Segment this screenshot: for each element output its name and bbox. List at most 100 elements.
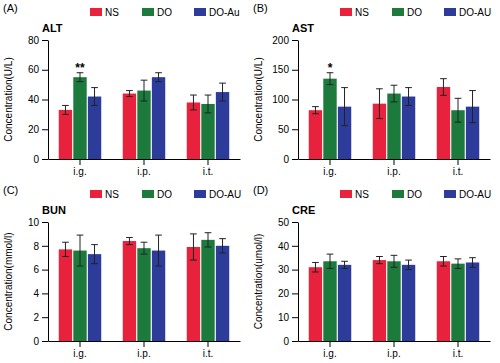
error-bar <box>77 235 84 266</box>
error-bar-cap <box>155 72 162 73</box>
error-bar <box>205 95 212 113</box>
error-bar <box>312 262 319 272</box>
error-bar-stem <box>193 234 194 260</box>
legend-label: DO-Au <box>209 7 240 18</box>
plot-area: 01020304050i.g.i.p.i.t. <box>278 217 491 359</box>
significance-mark: ** <box>75 61 85 75</box>
error-bar-cap <box>391 255 398 256</box>
bar <box>387 94 400 159</box>
y-tick-label: 2 <box>33 312 39 323</box>
error-bar <box>376 257 383 264</box>
bar <box>373 260 386 341</box>
y-tick: 30 <box>278 264 298 275</box>
error-bar-cap <box>327 254 334 255</box>
y-tick-label: 40 <box>278 241 290 252</box>
x-tick-mark <box>458 341 459 347</box>
bar <box>387 261 400 341</box>
x-tick: i.p. <box>137 159 150 177</box>
error-bar-stem <box>443 257 444 267</box>
y-tick-label: 0 <box>283 154 289 165</box>
panel: (C)BUNNSDODO-AU0246810i.g.i.p.i.t.Concen… <box>3 184 241 359</box>
y-tick: 2 <box>33 312 48 323</box>
error-bar <box>391 85 398 102</box>
y-tick-mark <box>292 246 298 247</box>
x-tick-label: i.p. <box>387 166 400 177</box>
error-bar <box>126 91 133 97</box>
x-tick-label: i.g. <box>323 348 336 359</box>
panel: (D)CRENSDODO-AU01020304050i.g.i.p.i.t.Co… <box>253 184 491 359</box>
error-bar-cap <box>312 106 319 107</box>
error-bar-cap <box>440 266 447 267</box>
error-bar-cap <box>62 256 69 257</box>
y-tick: 4 <box>33 288 48 299</box>
y-tick-mark <box>42 270 48 271</box>
x-tick-mark <box>458 159 459 165</box>
marks <box>309 73 479 159</box>
error-bar-cap <box>405 269 412 270</box>
bar <box>402 265 415 341</box>
error-bar-cap <box>141 242 148 243</box>
x-tick-mark <box>208 341 209 347</box>
y-tick: 6 <box>33 264 48 275</box>
plot-area: 020406080i.g.i.p.i.t.** <box>28 35 241 177</box>
error-bar-cap <box>205 95 212 96</box>
error-bar-stem <box>458 98 459 122</box>
error-bar-cap <box>341 261 348 262</box>
error-bar-cap <box>190 233 197 234</box>
x-tick-label: i.g. <box>73 348 86 359</box>
bar <box>309 267 322 341</box>
error-bar-cap <box>219 100 226 101</box>
y-tick-mark <box>42 40 48 41</box>
legend-label: DO <box>157 7 172 18</box>
error-bar <box>455 98 462 122</box>
error-bar-stem <box>379 257 380 264</box>
chart-title: BUN <box>42 204 66 216</box>
y-tick: 0 <box>283 154 298 165</box>
legend-swatch <box>142 190 154 198</box>
error-bar-cap <box>77 81 84 82</box>
y-tick-mark <box>292 70 298 71</box>
y-tick: 10 <box>28 217 48 228</box>
error-bar <box>469 258 476 268</box>
error-bar-stem <box>344 261 345 268</box>
error-bar-cap <box>440 256 447 257</box>
legend-swatch <box>194 190 206 198</box>
error-bar-stem <box>472 258 473 268</box>
bar <box>187 102 200 159</box>
error-bar-cap <box>155 235 162 236</box>
y-axis-line <box>48 41 49 160</box>
legend-swatch <box>142 8 154 16</box>
error-bar-cap <box>312 113 319 114</box>
legend: NSDODO-AU <box>340 189 491 200</box>
x-tick-label: i.t. <box>453 166 464 177</box>
x-tick-mark <box>208 159 209 165</box>
error-bar-stem <box>158 235 159 266</box>
y-tick: 150 <box>272 64 298 75</box>
x-tick: i.p. <box>387 341 400 359</box>
error-bar-cap <box>391 85 398 86</box>
error-bar <box>341 261 348 268</box>
y-axis: 050100150200 <box>272 35 298 165</box>
error-bar-cap <box>190 260 197 261</box>
error-bar-cap <box>219 252 226 253</box>
y-axis: 0246810 <box>28 217 49 347</box>
bar <box>152 77 165 159</box>
error-bar <box>312 107 319 114</box>
error-bar-cap <box>376 256 383 257</box>
error-bar-cap <box>190 109 197 110</box>
bar <box>88 254 101 341</box>
x-axis: i.g.i.p.i.t. <box>299 341 491 359</box>
bar <box>59 249 72 341</box>
error-bar-cap <box>126 90 133 91</box>
y-tick-mark <box>292 222 298 223</box>
y-tick: 80 <box>28 35 48 46</box>
y-axis-line <box>298 41 299 160</box>
bar <box>123 94 136 159</box>
x-tick: i.t. <box>453 159 464 177</box>
y-tick: 60 <box>28 64 48 75</box>
error-bar <box>327 254 334 268</box>
error-bar-cap <box>391 267 398 268</box>
plot-area: 050100150200i.g.i.p.i.t.* <box>272 35 490 177</box>
error-bar <box>155 235 162 266</box>
error-bar-stem <box>208 95 209 113</box>
